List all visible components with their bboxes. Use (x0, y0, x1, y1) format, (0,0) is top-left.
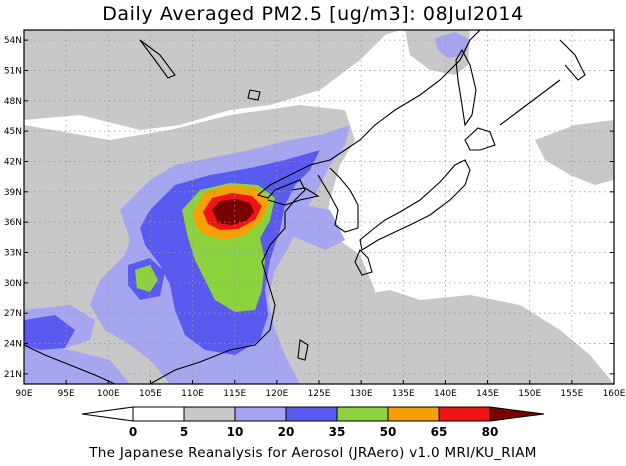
colorbar-label: 5 (180, 425, 188, 439)
colorbar-label: 20 (278, 425, 295, 439)
y-tick-label: 33N (4, 249, 22, 259)
coast-kyushu (354, 249, 373, 276)
coast-inner-lake (247, 89, 261, 101)
x-tick-label: 105E (139, 389, 162, 399)
grey-region-topleft (24, 30, 85, 75)
colorbar-label: 80 (482, 425, 499, 439)
y-tick-label: 45N (4, 127, 22, 137)
colorbar-labels: 0 5 10 20 35 50 65 80 (129, 425, 499, 439)
x-tick-label: 155E (560, 389, 583, 399)
x-tick-label: 160E (603, 389, 626, 399)
y-axis-ticks: 21N 24N 27N 30N 33N 36N 39N 42N 45N 48N 51N 54N (4, 36, 614, 380)
lightblue-region-center (280, 200, 345, 250)
colorbar-label: 50 (380, 425, 397, 439)
colorbar-label: 10 (227, 425, 244, 439)
colorbar-cell-10-20 (234, 406, 287, 422)
colorbar-cell-50-65 (387, 406, 440, 422)
colorbar-arrow-left (81, 406, 134, 422)
y-tick-label: 42N (4, 157, 22, 167)
y-tick-label: 39N (4, 188, 22, 198)
x-tick-label: 130E (350, 389, 373, 399)
x-tick-label: 90E (15, 389, 32, 399)
colorbar-arrow-right (489, 406, 545, 422)
colorbar-label: 35 (329, 425, 346, 439)
x-tick-label: 120E (265, 389, 288, 399)
coast-sakhalin (455, 48, 477, 127)
x-tick-label: 150E (518, 389, 541, 399)
x-tick-label: 115E (223, 389, 246, 399)
footer-credit: The Japanese Reanalysis for Aerosol (JRA… (89, 445, 537, 461)
x-tick-label: 135E (392, 389, 415, 399)
coast-shandong (267, 187, 320, 206)
coast-baikal (139, 39, 176, 79)
colorbar-cell-35-50 (336, 406, 389, 422)
colorbar-label: 65 (431, 425, 448, 439)
darkred-region (212, 199, 254, 225)
colorbar-label: 0 (129, 425, 137, 439)
coast-hokkaido (464, 127, 496, 151)
grid-lines (24, 30, 614, 384)
blue-region-west (24, 315, 75, 350)
concentration-field (24, 30, 614, 384)
colorbar: 0 5 10 20 35 50 65 80 (81, 406, 545, 439)
y-tick-label: 27N (4, 309, 22, 319)
y-tick-label: 21N (4, 370, 22, 380)
coast-japan-honshu (359, 159, 471, 251)
coast-china-korea (149, 30, 481, 384)
x-tick-label: 125E (308, 389, 331, 399)
x-tick-label: 100E (97, 389, 120, 399)
grey-region-main (24, 30, 400, 130)
map-title: Daily Averaged PM2.5 [ug/m3]: 08Jul2014 (102, 3, 524, 25)
colorbar-cell-5-10 (183, 406, 236, 422)
y-tick-label: 54N (4, 36, 22, 46)
x-axis-ticks: 90E 95E 100E 105E 110E 115E 120E 125E 130E 135E 14… (15, 380, 626, 399)
x-tick-label: 145E (476, 389, 499, 399)
colorbar-cell-0-5 (132, 406, 185, 422)
colorbar-cell-20-35 (285, 406, 338, 422)
y-tick-label: 36N (4, 218, 22, 228)
y-tick-label: 24N (4, 340, 22, 350)
coast-kamchatka (559, 39, 586, 81)
coast-southwest-sea (24, 344, 116, 384)
colorbar-cell-65-80 (438, 406, 491, 422)
coast-korea (317, 167, 359, 233)
y-tick-label: 51N (4, 66, 22, 76)
grey-region-east (535, 120, 614, 185)
x-tick-label: 110E (181, 389, 204, 399)
grey-region-right (370, 298, 490, 370)
y-tick-label: 30N (4, 279, 22, 289)
x-tick-label: 95E (58, 389, 75, 399)
x-tick-label: 140E (434, 389, 457, 399)
green-region-west (135, 265, 158, 292)
y-tick-label: 48N (4, 97, 22, 107)
coast-kuril (499, 79, 561, 126)
coastlines (24, 30, 586, 384)
coast-taiwan (297, 339, 309, 361)
